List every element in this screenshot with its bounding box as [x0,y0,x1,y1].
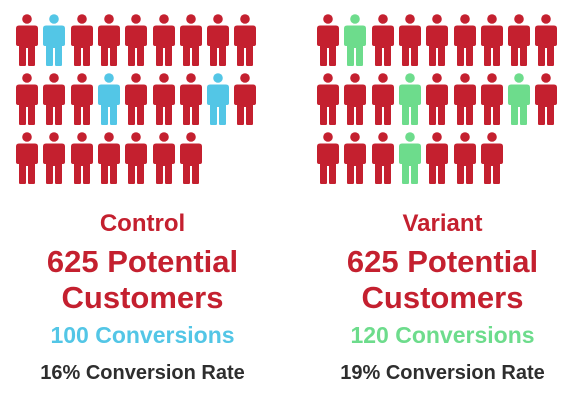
person-icon [152,73,175,125]
person-icon [317,132,339,184]
control-customers-line1: 625 Potential [46,244,239,279]
person-icon [426,14,449,66]
variant-title: Variant [402,210,483,237]
variant-potential-customers: 625 Potential Customers [300,244,571,316]
person-icon [535,73,558,125]
person-icon [16,73,38,125]
person-icon [125,73,148,125]
person-icon [16,132,38,184]
converted-person-icon [207,73,230,125]
converted-person-icon [43,14,66,66]
person-icon [97,14,120,66]
control-title: Control [99,210,186,237]
person-icon [234,14,257,66]
person-icon [317,14,339,66]
converted-person-icon [97,73,120,125]
converted-person-icon [344,14,367,66]
converted-person-icon [398,132,421,184]
person-icon [125,132,148,184]
person-icon [371,73,394,125]
person-icon [535,14,558,66]
person-icon [179,14,202,66]
variant-people-grid [317,14,567,184]
person-icon [398,14,421,66]
person-icon [371,132,394,184]
variant-customers-line1: 625 Potential [346,244,539,279]
person-icon [344,73,367,125]
person-icon [43,73,66,125]
converted-person-icon [508,73,531,125]
control-conversions: 100 Conversions [50,322,235,348]
person-icon [426,132,449,184]
variant-panel: Variant 625 Potential Customers 120 Conv… [300,0,571,407]
person-icon [179,132,202,184]
person-icon [453,14,476,66]
person-icon [453,132,476,184]
control-conversion-rate: 16% Conversion Rate [40,362,245,384]
person-icon [179,73,202,125]
person-icon [317,73,339,125]
variant-customers-line2: Customers [361,280,524,315]
variant-conversions: 120 Conversions [350,322,535,348]
control-potential-customers: 625 Potential Customers [0,244,285,316]
person-icon [480,14,503,66]
person-icon [426,73,449,125]
person-icon [480,73,503,125]
person-icon [508,14,531,66]
person-icon [70,14,93,66]
person-icon [16,14,38,66]
person-icon [453,73,476,125]
person-icon [480,132,503,184]
person-icon [207,14,230,66]
person-icon [70,132,93,184]
person-icon [43,132,66,184]
control-people-grid [16,14,266,184]
variant-conversion-rate: 19% Conversion Rate [340,362,545,384]
converted-person-icon [398,73,421,125]
person-icon [125,14,148,66]
person-icon [371,14,394,66]
person-icon [152,132,175,184]
control-panel: Control 625 Potential Customers 100 Conv… [0,0,285,407]
person-icon [97,132,120,184]
person-icon [152,14,175,66]
person-icon [344,132,367,184]
person-icon [70,73,93,125]
person-icon [234,73,257,125]
control-customers-line2: Customers [61,280,224,315]
